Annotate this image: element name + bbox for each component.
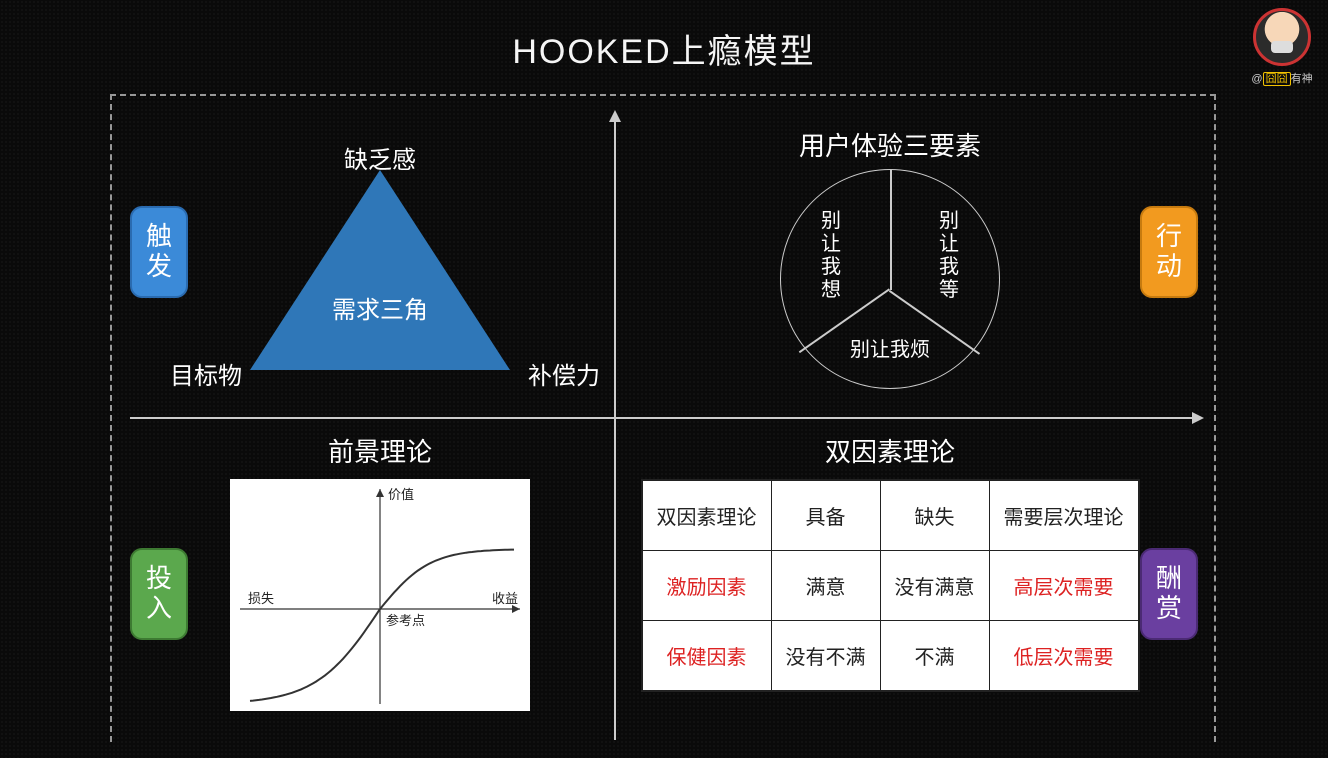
- prospect-title: 前景理论: [160, 432, 600, 469]
- pill-reward: 酬赏: [1140, 548, 1198, 640]
- quadrant-tr-ux-circle: 用户体验三要素 别让我想 别让我等 别让我烦: [640, 126, 1140, 406]
- two-factor-title: 双因素理论: [640, 432, 1140, 469]
- axis-y: [614, 118, 616, 740]
- table-cell: 激励因素: [642, 551, 772, 621]
- svg-text:收益: 收益: [492, 591, 518, 606]
- table-cell: 需要层次理论: [989, 480, 1139, 551]
- table-cell: 具备: [771, 480, 880, 551]
- table-cell: 低层次需要: [989, 621, 1139, 692]
- triangle-center-label: 需求三角: [318, 290, 442, 325]
- svg-text:损失: 损失: [248, 591, 274, 606]
- ux-seg-bottom: 别让我烦: [781, 339, 999, 362]
- quadrant-br-two-factor: 双因素理论 双因素理论具备缺失需要层次理论激励因素满意没有满意高层次需要保健因素…: [640, 432, 1140, 732]
- triangle-br-label: 补偿力: [528, 356, 600, 391]
- ux-circle-title: 用户体验三要素: [640, 126, 1140, 163]
- ux-seg-right: 别让我等: [929, 210, 969, 302]
- ux-seg-left: 别让我想: [811, 210, 851, 302]
- table-cell: 没有满意: [880, 551, 989, 621]
- quadrant-tl-needs-triangle: 缺乏感 需求三角 目标物 补偿力: [160, 130, 600, 390]
- svg-text:参考点: 参考点: [386, 613, 425, 628]
- page-title: HOOKED上瘾模型: [0, 24, 1328, 73]
- quadrant-bl-prospect-theory: 前景理论 价值损失参考点 收益: [160, 432, 600, 732]
- svg-text:价值: 价值: [388, 487, 414, 502]
- triangle-shape: 需求三角: [250, 170, 510, 370]
- pill-action: 行动: [1140, 206, 1198, 298]
- table-cell: 缺失: [880, 480, 989, 551]
- author-avatar: @囧囧有神: [1246, 8, 1318, 86]
- ux-circle: 别让我想 别让我等 别让我烦: [780, 169, 1000, 389]
- avatar-handle: @囧囧有神: [1246, 70, 1318, 86]
- table-cell: 保健因素: [642, 621, 772, 692]
- table-cell: 不满: [880, 621, 989, 692]
- axis-x: [130, 417, 1196, 419]
- prospect-graph: 价值损失参考点 收益: [230, 479, 530, 711]
- table-cell: 高层次需要: [989, 551, 1139, 621]
- two-factor-table: 双因素理论具备缺失需要层次理论激励因素满意没有满意高层次需要保健因素没有不满不满…: [641, 479, 1140, 692]
- table-cell: 双因素理论: [642, 480, 772, 551]
- table-cell: 满意: [771, 551, 880, 621]
- table-cell: 没有不满: [771, 621, 880, 692]
- avatar-icon: [1253, 8, 1311, 66]
- triangle-bl-label: 目标物: [170, 356, 242, 391]
